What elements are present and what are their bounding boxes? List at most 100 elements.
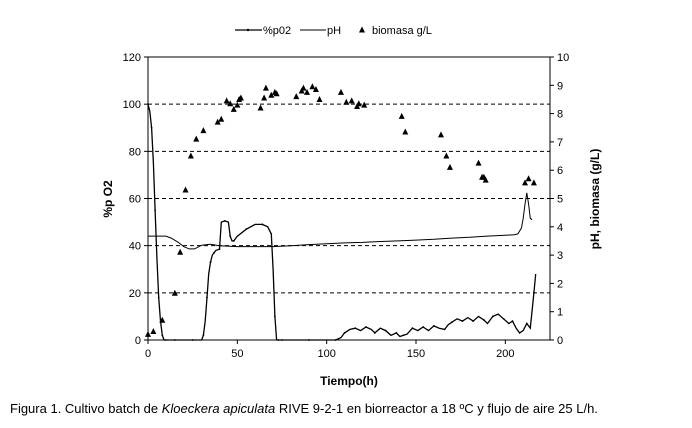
biomasa-point [223, 97, 230, 104]
legend-label-ph: pH [327, 25, 341, 37]
y-right-tick-label: 6 [557, 165, 563, 177]
caption-prefix: Figura 1. Cultivo batch de [10, 401, 162, 416]
biomasa-point [145, 330, 151, 337]
biomasa-point [482, 176, 489, 183]
po2-point [191, 339, 194, 341]
y-left-tick-label: 20 [129, 288, 141, 300]
po2-point [472, 320, 475, 323]
biomasa-point [234, 101, 241, 108]
biomasa-point [182, 186, 189, 193]
po2-point [161, 334, 164, 337]
po2-point [147, 103, 149, 106]
biomasa-point [257, 104, 264, 111]
x-axis-label: Tiempo(h) [320, 374, 378, 388]
y-right-tick-label: 10 [557, 52, 569, 64]
po2-point [365, 326, 367, 328]
x-tick-label: 50 [231, 348, 243, 360]
biomasa-point [171, 289, 178, 296]
biomasa-point [398, 112, 405, 119]
figure-caption: Figura 1. Cultivo batch de Kloeckera api… [10, 401, 690, 416]
po2-point [218, 248, 221, 251]
biomasa-point [273, 90, 280, 97]
po2-point [432, 324, 435, 327]
x-tick-label: 0 [145, 348, 151, 360]
po2-point [209, 261, 212, 264]
y-right-tick-label: 7 [557, 137, 563, 149]
plot-area [147, 56, 551, 341]
po2-point [245, 228, 248, 231]
biomasa-point [262, 84, 269, 91]
biomasa-point [525, 175, 532, 182]
caption-species: Kloeckera apiculata [161, 401, 276, 416]
gridlines [148, 103, 550, 294]
legend-po2-dot-icon [246, 28, 250, 32]
po2-point [518, 332, 521, 334]
po2-point [270, 232, 273, 235]
po2-point [157, 296, 160, 299]
po2-point [450, 321, 453, 324]
biomasa-point [312, 86, 319, 93]
po2-point [491, 315, 494, 318]
x-tick-label: 100 [317, 348, 335, 360]
y-right-tick-label: 9 [557, 80, 563, 92]
biomasa-point [293, 93, 300, 100]
biomasa-point [177, 248, 184, 255]
biomasa-point [402, 128, 409, 135]
legend: %p02 pH biomasa g/L [235, 25, 432, 37]
po2-point [502, 317, 505, 320]
po2-point [232, 240, 235, 242]
po2-point [223, 220, 226, 222]
y-right-tick-label: 2 [557, 278, 563, 290]
biomasa-point [343, 98, 350, 105]
y-right-tick-label: 5 [557, 194, 563, 206]
po2-point [354, 327, 357, 330]
series-ph-line [148, 192, 533, 250]
po2-point [533, 291, 535, 294]
biomasa-point [187, 152, 194, 159]
po2-point [395, 332, 398, 334]
po2-point [511, 320, 514, 323]
biomasa-point [443, 152, 450, 159]
biomasa-point [214, 118, 221, 125]
biomasa-point [348, 97, 355, 104]
po2-point [281, 339, 283, 341]
po2-point [384, 329, 387, 332]
po2-point [273, 315, 276, 318]
po2-point [525, 322, 528, 325]
legend-biomasa-triangle-icon [359, 26, 365, 33]
biomasa-point [193, 135, 200, 142]
po2-point [202, 334, 205, 337]
y-right-tick-label: 8 [557, 109, 563, 121]
y-left-tick-label: 120 [123, 52, 141, 64]
po2-point [277, 339, 280, 341]
biomasa-point [200, 127, 207, 134]
y-right-tick-label: 0 [557, 335, 563, 347]
po2-point [443, 328, 446, 331]
biomasa-point [355, 100, 362, 107]
biomasa-point [361, 101, 368, 108]
biomasa-point [337, 88, 344, 95]
biomasa-point [230, 105, 237, 112]
po2-point [154, 209, 157, 212]
po2-point [150, 126, 153, 129]
po2-point [343, 332, 346, 334]
po2-point [411, 327, 414, 330]
biomasa-point [304, 88, 311, 95]
y-right-tick-label: 4 [557, 222, 563, 234]
biomasa-point [218, 115, 225, 122]
y-left-tick-label: 100 [123, 99, 141, 111]
legend-label-biomasa: biomasa g/L [372, 25, 432, 37]
po2-point [307, 339, 310, 341]
biomasa-point [159, 316, 166, 323]
po2-point [229, 235, 232, 238]
biomasa-point [227, 100, 234, 107]
biomasa-point [261, 94, 268, 101]
po2-point [461, 320, 464, 323]
y-left-tick-label: 40 [129, 241, 141, 253]
y-axis-right-label: pH, biomasa (g/L) [588, 149, 602, 250]
biomasa-point [446, 163, 453, 170]
y-left-tick-label: 80 [129, 146, 141, 158]
legend-label-po2: %p02 [263, 25, 291, 37]
po2-point [374, 332, 376, 334]
po2-point [164, 339, 167, 341]
